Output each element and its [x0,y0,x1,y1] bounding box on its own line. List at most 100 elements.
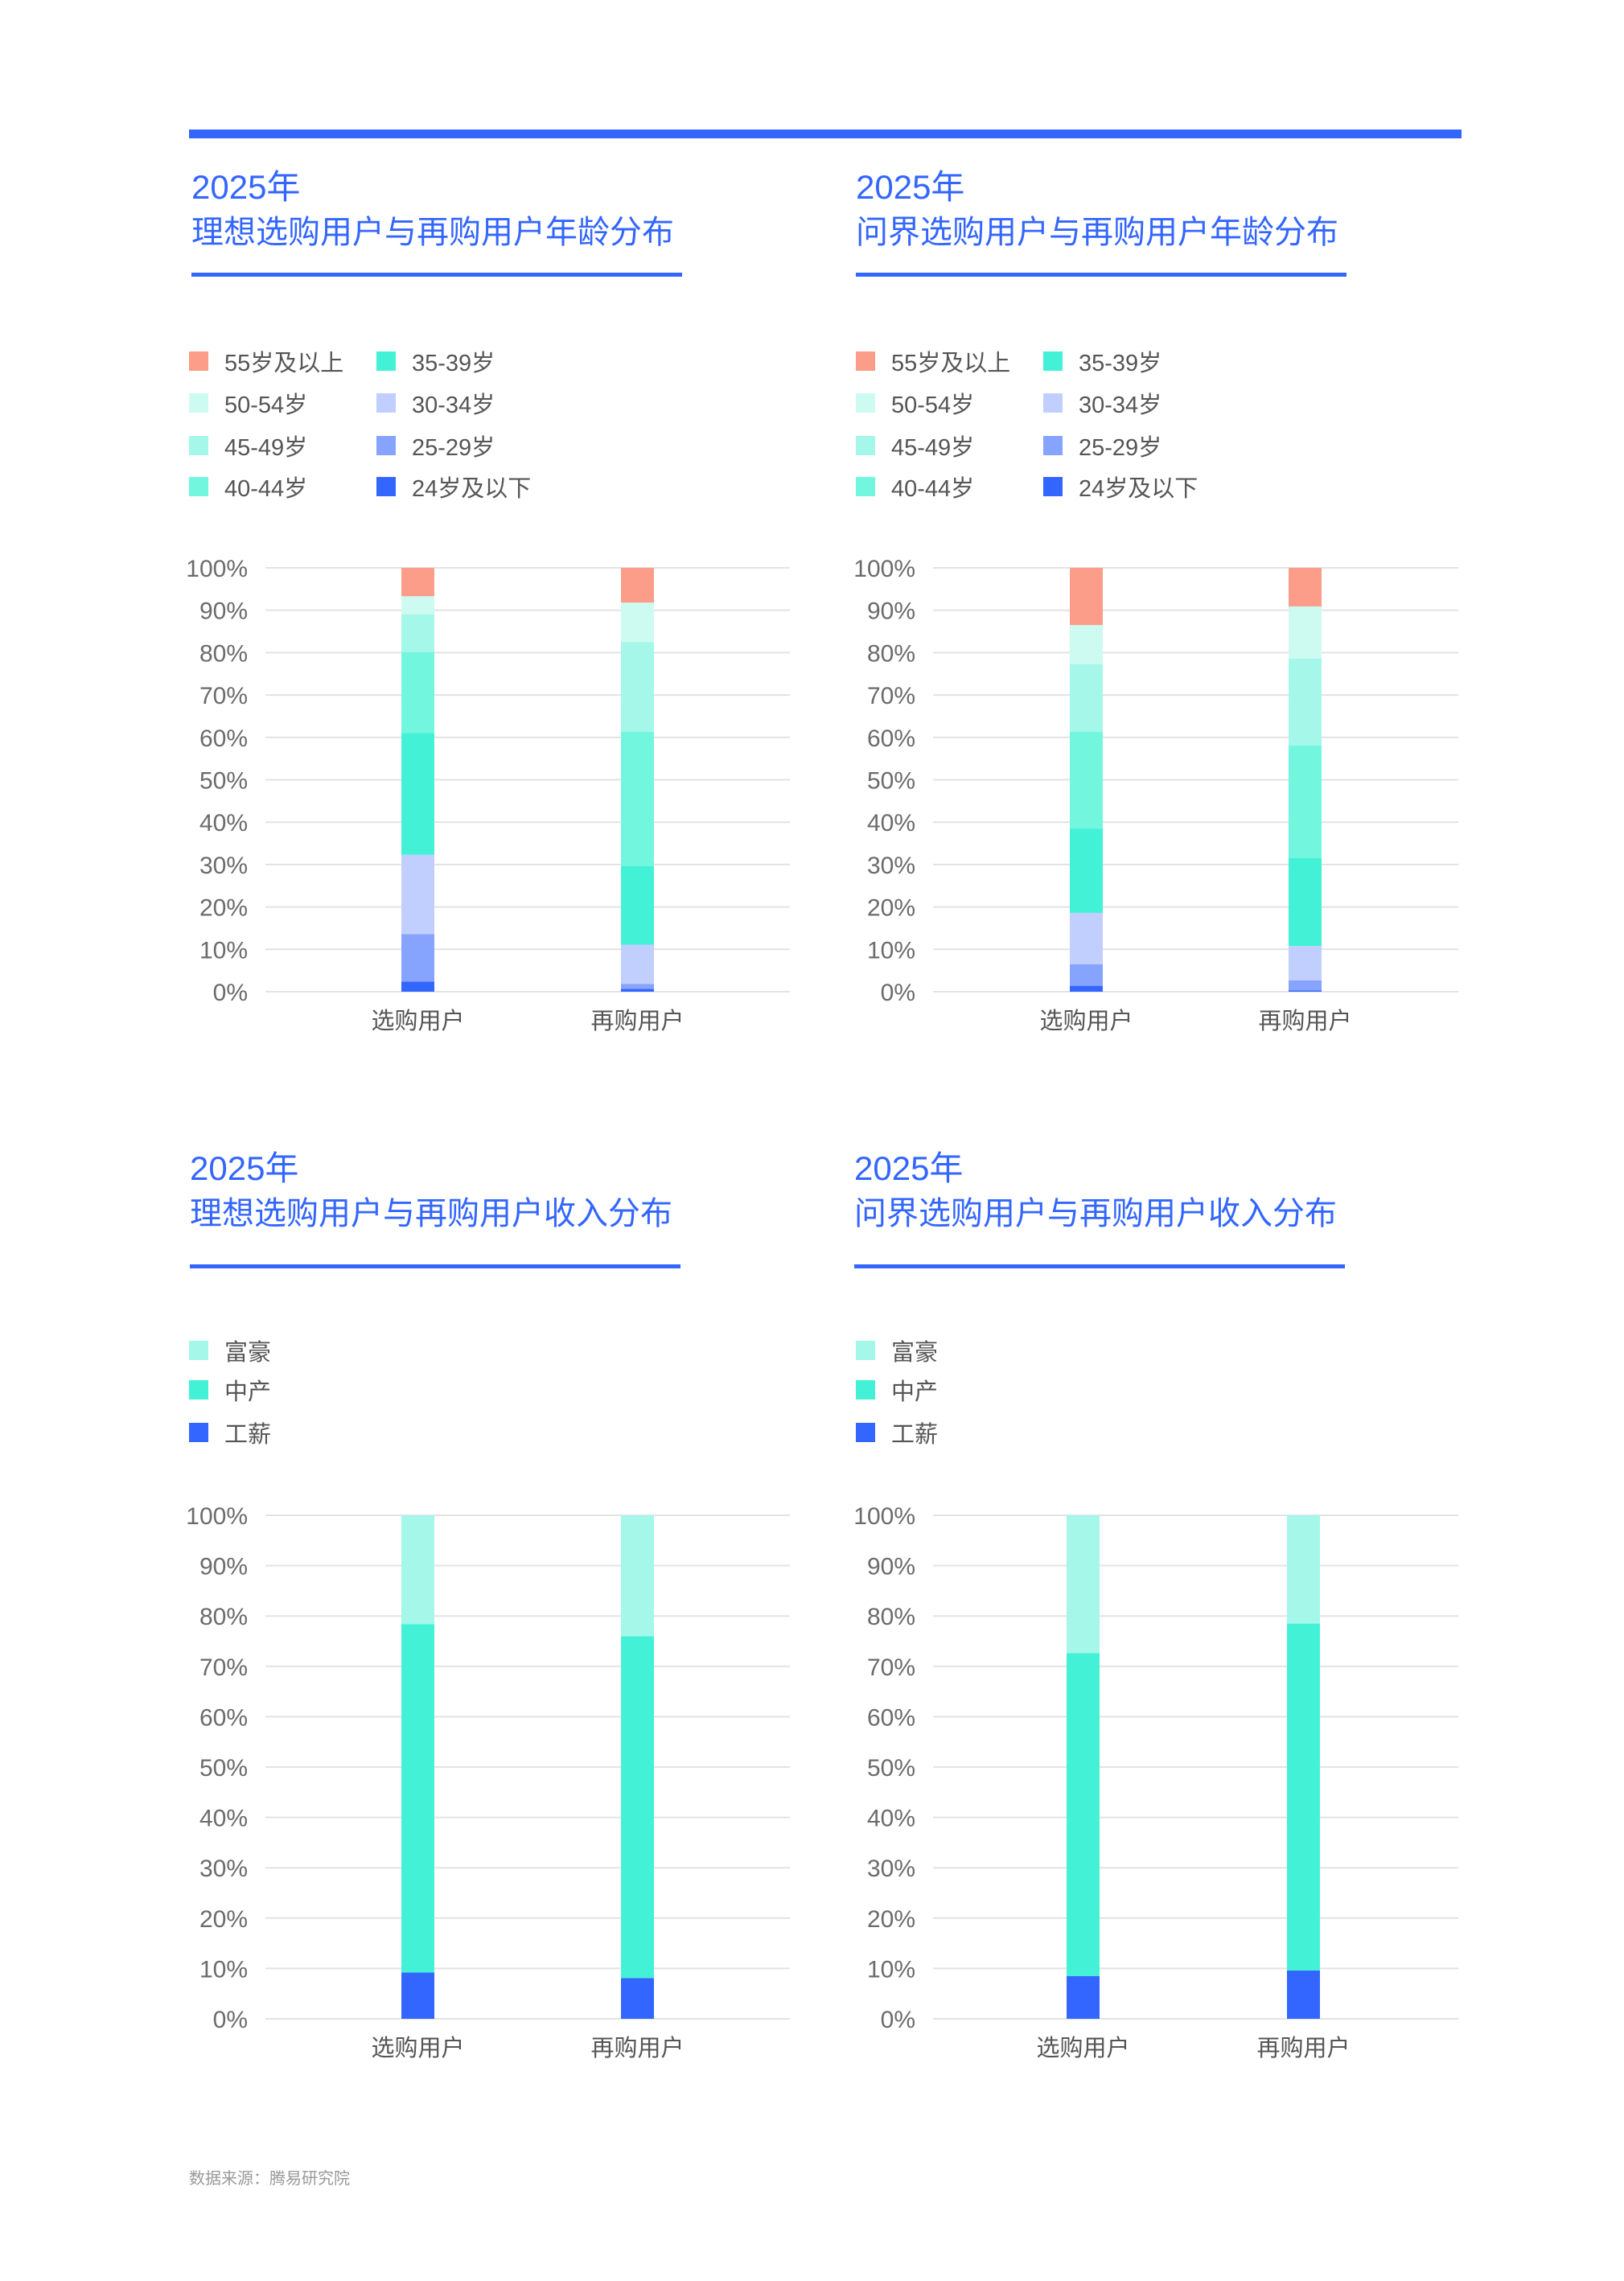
title-text: 理想选购用户与再购用户年龄分布 [191,215,674,250]
legend-swatch [1043,477,1063,496]
y-tick-label: 40% [199,1806,248,1832]
legend-item: 45-49岁 [189,429,307,462]
bar-segment-age [1070,964,1103,986]
legend-label: 富豪 [891,1340,939,1366]
legend-label: 50-54岁 [891,392,975,418]
legend-label: 35-39岁 [412,351,495,376]
y-tick-label: 10% [867,937,915,964]
legend-item: 50-54岁 [189,386,307,420]
legend-label: 55岁及以上 [891,351,1011,376]
y-tick-label: 10% [199,1956,248,1983]
legend-item: 35-39岁 [1043,344,1161,378]
bar-segment-age [1070,625,1103,664]
y-tick-label: 90% [199,1554,248,1580]
title-text: 问界选购用户与再购用户年龄分布 [856,215,1338,250]
bar-segment-age [401,568,434,597]
legend-item: 25-29岁 [376,429,495,462]
legend-swatch [189,436,208,455]
bar-segment-age [621,642,654,732]
legend-swatch [189,477,208,496]
title-year: 2025年 [190,1149,299,1187]
y-tick-label: 100% [853,1503,915,1530]
bar-segment-income [1067,1515,1100,1654]
legend-item: 55岁及以上 [856,344,1010,378]
y-tick-label: 0% [213,2007,248,2033]
y-tick-label: 70% [867,683,915,709]
bar-segment-age [621,602,654,643]
y-tick-label: 20% [199,1906,248,1933]
bar-segment-age [401,854,434,935]
y-tick-label: 60% [199,725,248,752]
legend-swatch [856,393,875,413]
bar-segment-age [1289,606,1322,659]
bar-segment-age [1070,912,1103,964]
x-category-label: 选购用户 [1039,1008,1133,1034]
bar-segment-income [621,1978,654,2019]
bar-segment-income [1287,1623,1320,1971]
legend-item: 工薪 [189,1416,271,1449]
legend-label: 25-29岁 [412,435,495,461]
panel-title-li-income: 2025年 理想选购用户与再购用户收入分布 [190,1146,689,1236]
legend-swatch [376,477,396,496]
legend-swatch [376,351,396,371]
legend-swatch [1043,436,1063,455]
bar-segment-income [621,1515,654,1637]
y-tick-label: 80% [199,640,248,667]
bar-segment-income [621,1636,654,1979]
bar-segment-income [401,1972,434,2019]
legend-item: 30-34岁 [1043,386,1161,420]
bar-segment-age [401,981,434,992]
bar-segment-age [1289,857,1322,947]
legend-swatch [376,436,396,455]
legend-item: 富豪 [856,1334,938,1367]
legend-label: 40-44岁 [891,476,975,502]
legend-label: 25-29岁 [1079,435,1162,461]
x-category-label: 再购用户 [1256,2035,1350,2061]
title-underline [854,1264,1345,1268]
y-tick-label: 50% [867,1755,915,1782]
legend-swatch [1043,351,1063,371]
title-underline [190,1264,680,1268]
bar-segment-income [1287,1970,1320,2019]
y-tick-label: 30% [867,1856,915,1882]
y-tick-label: 20% [867,895,915,922]
legend-swatch [856,1423,875,1442]
bar-segment-income [1067,1653,1100,1976]
data-source-note: 数据来源：腾易研究院 [189,2170,350,2188]
y-tick-label: 30% [199,853,248,879]
legend-swatch [189,393,208,413]
y-tick-label: 30% [867,853,915,879]
title-underline [856,273,1346,277]
y-tick-label: 0% [881,2007,915,2033]
x-category-label: 选购用户 [371,1008,464,1034]
title-text: 问界选购用户与再购用户收入分布 [854,1196,1337,1231]
y-tick-label: 100% [853,556,915,582]
panel-title-aito-age: 2025年 问界选购用户与再购用户年龄分布 [856,165,1355,255]
title-year: 2025年 [854,1149,964,1187]
legend-swatch [856,1341,875,1360]
title-underline [191,273,682,277]
x-category-label: 选购用户 [371,2035,464,2061]
legend-label: 30-34岁 [412,392,495,418]
bar-segment-age [1289,745,1322,858]
bar-segment-age [1070,731,1103,829]
bar-segment-age [1070,568,1103,626]
legend-item: 45-49岁 [856,429,974,462]
y-tick-label: 90% [867,598,915,625]
bar-segment-age [621,731,654,867]
title-text: 理想选购用户与再购用户收入分布 [190,1196,672,1231]
x-category-label: 再购用户 [590,1008,684,1034]
legend-swatch [189,1423,208,1442]
bar-segment-age [621,988,654,992]
legend-item: 中产 [189,1373,271,1407]
legend-label: 40-44岁 [224,476,308,502]
x-category-label: 再购用户 [1258,1008,1351,1034]
legend-item: 24岁及以下 [1043,470,1198,503]
y-tick-label: 0% [213,980,248,1006]
y-tick-label: 10% [199,937,248,964]
legend-label: 工薪 [224,1422,272,1448]
legend-label: 45-49岁 [891,435,975,461]
bar-segment-age [621,984,654,989]
